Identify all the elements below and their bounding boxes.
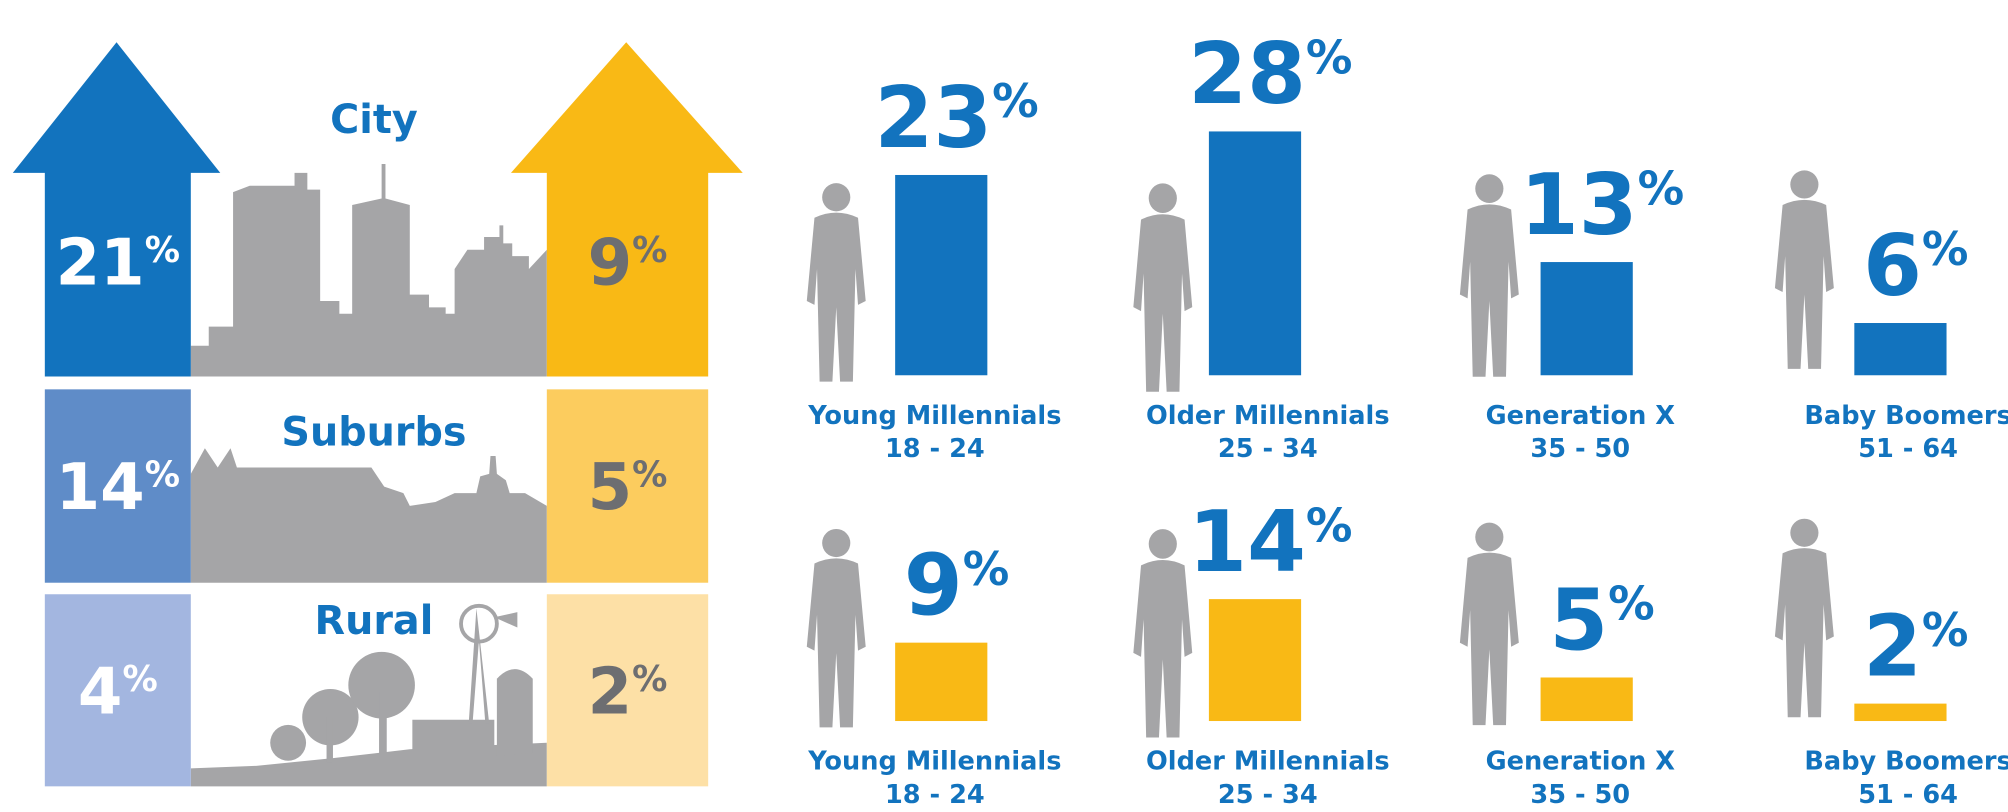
value-label: 9% xyxy=(904,536,1009,634)
value-label: 2% xyxy=(1863,597,1968,695)
row-label: City xyxy=(330,97,418,143)
age-range-label: 51 - 64 xyxy=(1858,780,1958,810)
value-label: 6% xyxy=(1863,217,1968,315)
suburb-skyline xyxy=(191,448,547,582)
value-label: 5% xyxy=(1549,571,1654,669)
row-label: Rural xyxy=(315,598,434,644)
bar xyxy=(1541,262,1633,375)
value-label: 13% xyxy=(1520,156,1684,254)
category-label: Older Millennials xyxy=(1146,747,1390,777)
age-range-label: 51 - 64 xyxy=(1858,434,1958,464)
bar xyxy=(1854,704,1946,721)
bar xyxy=(1209,131,1301,375)
infographic: CitySuburbsRural21%14%4%9%5%2%23%Young M… xyxy=(0,0,2008,812)
bar xyxy=(1854,323,1946,375)
category-label: Generation X xyxy=(1486,747,1676,777)
category-label: Baby Boomers xyxy=(1804,747,2008,777)
value-label: 23% xyxy=(875,69,1039,167)
bar xyxy=(1209,599,1301,721)
age-range-label: 25 - 34 xyxy=(1218,434,1318,464)
age-range-label: 18 - 24 xyxy=(885,434,985,464)
age-range-label: 25 - 34 xyxy=(1218,780,1318,810)
age-range-label: 35 - 50 xyxy=(1530,434,1630,464)
arrow xyxy=(13,42,220,376)
bar xyxy=(895,643,987,721)
value-label: 28% xyxy=(1188,25,1352,123)
city-skyline xyxy=(191,164,547,377)
age-range-label: 35 - 50 xyxy=(1530,780,1630,810)
bar xyxy=(1541,677,1633,721)
category-label: Older Millennials xyxy=(1146,401,1390,431)
category-label: Baby Boomers xyxy=(1804,401,2008,431)
category-label: Young Millennials xyxy=(807,747,1061,777)
category-label: Young Millennials xyxy=(807,401,1061,431)
row-label: Suburbs xyxy=(281,410,466,456)
value-label: 14% xyxy=(1188,493,1352,591)
bar xyxy=(895,175,987,375)
age-range-label: 18 - 24 xyxy=(885,780,985,810)
page: CitySuburbsRural21%14%4%9%5%2%23%Young M… xyxy=(0,0,2008,812)
category-label: Generation X xyxy=(1486,401,1676,431)
